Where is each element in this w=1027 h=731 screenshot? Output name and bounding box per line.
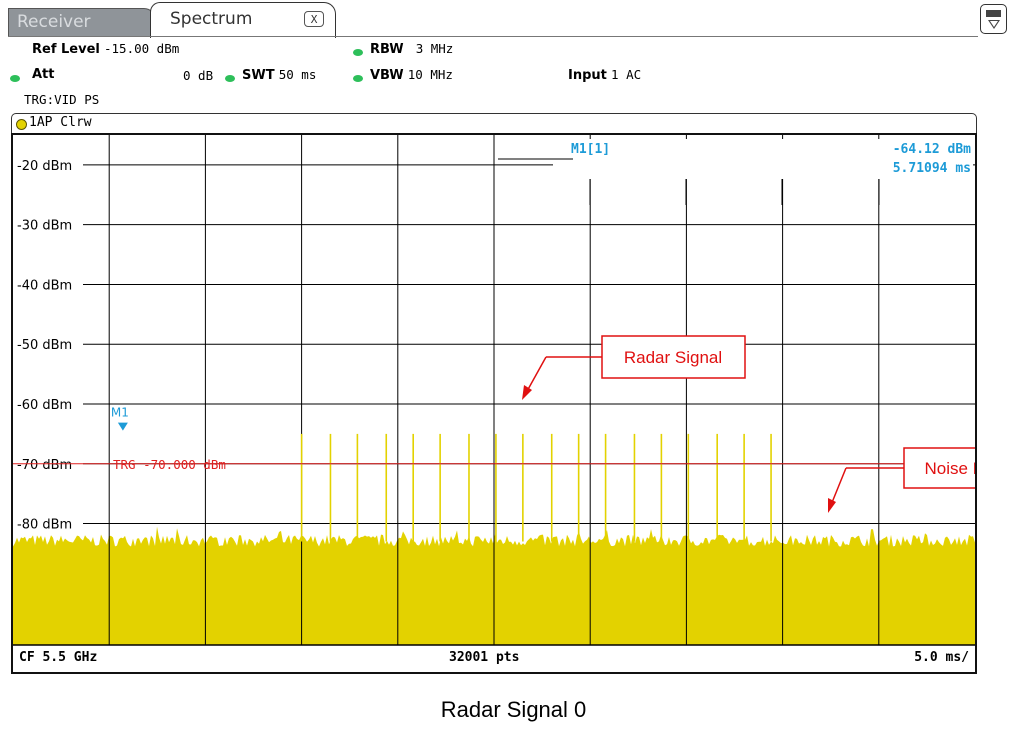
tick-label-bg xyxy=(13,335,83,354)
chart-svg: -20 dBm -30 dBm -40 dBm -50 dBm -60 dBm -70 d… xyxy=(13,135,975,646)
ref-level-label: Ref Level xyxy=(32,42,100,57)
swt-value: 50 ms xyxy=(278,67,317,82)
ref-level-setting[interactable]: Ref Level -15.00 dBm xyxy=(32,41,179,57)
noise-floor-callout-box xyxy=(903,447,975,489)
rbw-setting[interactable]: RBW 3 MHz xyxy=(370,41,453,57)
figure-caption: Radar Signal 0 xyxy=(440,697,587,722)
input-label: Input xyxy=(568,68,607,83)
tick-label-bg xyxy=(13,155,83,174)
radar-signal-callout-label: Radar Signal xyxy=(624,348,722,367)
trace-color-icon xyxy=(16,119,27,130)
att-label: Att xyxy=(32,67,55,82)
att-setting[interactable]: Att xyxy=(32,67,55,82)
swt-status-icon xyxy=(225,75,235,82)
spectrum-plot[interactable]: -20 dBm -30 dBm -40 dBm -50 dBm -60 dBm -70 d… xyxy=(11,133,977,674)
y-tick-label: -50 dBm xyxy=(17,338,72,353)
trace-label[interactable]: 1AP Clrw xyxy=(29,115,92,130)
ref-level-value: -15.00 dBm xyxy=(104,41,180,56)
marker-readout-id: M1[1] xyxy=(571,142,610,157)
noise-floor-arrow-line xyxy=(830,467,847,506)
center-frequency: CF 5.5 GHz xyxy=(19,650,98,665)
rbw-status-icon xyxy=(353,49,363,56)
swt-setting[interactable]: SWT 50 ms xyxy=(242,67,316,83)
marker-readout-level: -64.12 dBm xyxy=(893,142,971,157)
close-tab-button[interactable]: X xyxy=(304,11,324,27)
dropdown-arrow-inner xyxy=(990,21,998,27)
tab-divider xyxy=(8,36,978,37)
att-status-icon xyxy=(10,75,20,82)
time-per-division: 5.0 ms/ xyxy=(914,650,969,665)
tick-label-bg xyxy=(13,275,83,294)
radar-signal-arrowhead-icon xyxy=(522,385,532,400)
trigger-label: TRG -70.000 dBm xyxy=(113,457,226,472)
noise-floor-callout-label: Noise Floor xyxy=(925,459,975,478)
vbw-status-icon xyxy=(353,75,363,82)
att-value: 0 dB xyxy=(183,68,214,83)
tick-label-bg xyxy=(13,215,83,234)
y-tick-label: -40 dBm xyxy=(17,278,72,293)
input-setting[interactable]: Input 1 AC xyxy=(568,67,641,83)
radar-signal-arrow-line xyxy=(525,356,547,394)
tick-label-bg xyxy=(13,514,83,533)
tab-receiver-label: Receiver xyxy=(17,12,91,32)
y-tick-label: -20 dBm xyxy=(17,159,72,174)
rbw-value: 3 MHz xyxy=(415,41,454,56)
marker-triangle-icon xyxy=(117,422,128,431)
swt-label: SWT xyxy=(242,68,275,83)
window-icon xyxy=(986,10,1001,17)
vbw-value: 10 MHz xyxy=(407,67,453,82)
sweep-points: 32001 pts xyxy=(449,650,520,665)
marker-readout-bg xyxy=(553,139,973,179)
marker-label: M1 xyxy=(111,406,129,420)
rbw-label: RBW xyxy=(370,42,404,57)
tab-strip: Receiver Spectrum X xyxy=(0,0,1027,38)
radar-signal-callout-box xyxy=(601,335,746,379)
trigger-setting[interactable]: TRG:VID PS xyxy=(24,92,100,107)
tick-label-bg xyxy=(13,395,83,413)
y-tick-label: -60 dBm xyxy=(17,398,72,413)
tab-receiver[interactable]: Receiver xyxy=(8,8,156,36)
y-tick-label: -30 dBm xyxy=(17,219,72,234)
input-value: 1 AC xyxy=(611,67,642,82)
vbw-label: VBW xyxy=(370,68,404,83)
noise-floor-arrowhead-icon xyxy=(828,498,836,513)
tab-spectrum[interactable]: Spectrum X xyxy=(150,2,336,38)
y-tick-label: -80 dBm xyxy=(17,518,72,533)
tab-spectrum-label: Spectrum xyxy=(170,9,253,29)
trace-header: 1AP Clrw xyxy=(11,113,977,134)
y-tick-label: -70 dBm xyxy=(17,458,72,473)
display-menu-button[interactable] xyxy=(980,4,1007,34)
marker-readout-time: 5.71094 ms xyxy=(893,161,971,176)
vbw-setting[interactable]: VBW 10 MHz xyxy=(370,67,453,83)
